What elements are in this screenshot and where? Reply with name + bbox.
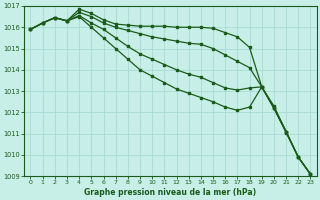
X-axis label: Graphe pression niveau de la mer (hPa): Graphe pression niveau de la mer (hPa)	[84, 188, 257, 197]
